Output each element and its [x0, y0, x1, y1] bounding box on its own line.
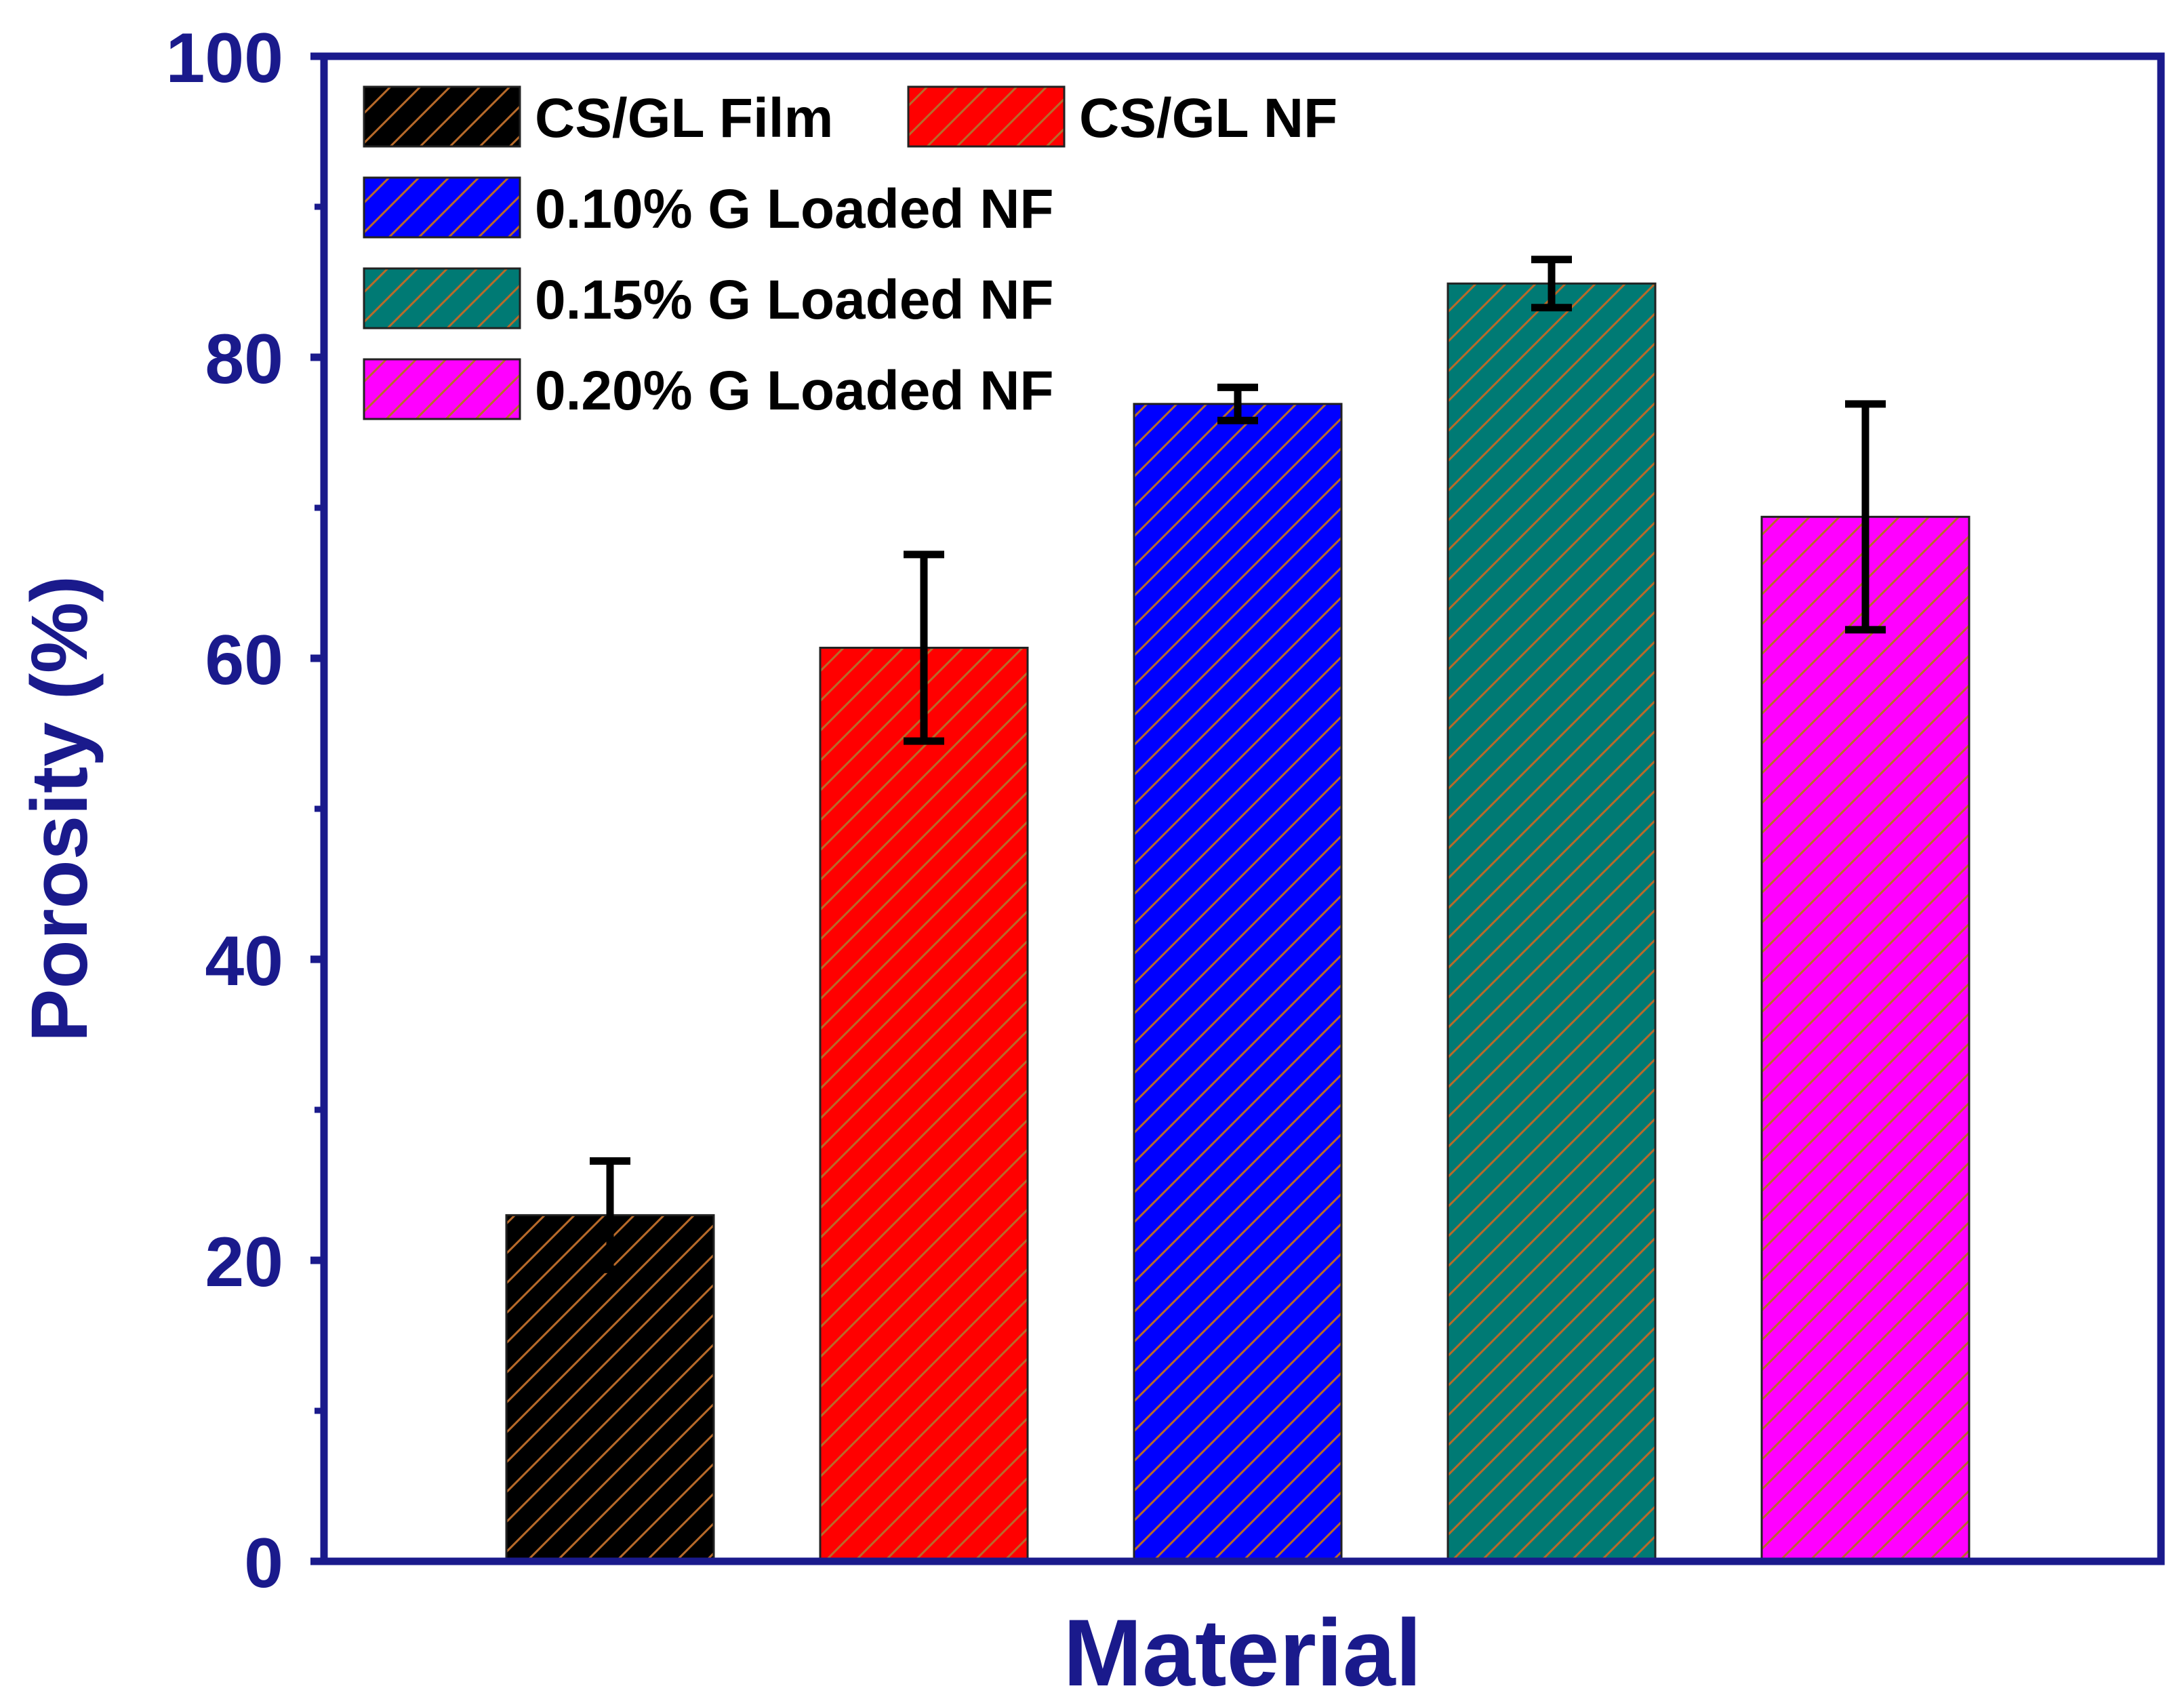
legend-swatch: [363, 267, 521, 329]
legend-label: 0.20% G Loaded NF: [535, 360, 1054, 422]
bars-layer: [505, 282, 1970, 1563]
error-bar-3: [1217, 383, 1258, 424]
bar-4: [1447, 282, 1657, 1563]
y-tick-label: 20: [205, 1223, 283, 1302]
legend-label: CS/GL Film: [535, 87, 833, 149]
legend-entry-4: 0.15% G Loaded NF: [363, 267, 1054, 331]
bar-2: [819, 646, 1029, 1563]
bar-5: [1760, 515, 1970, 1563]
y-axis-label: Porosity (%): [15, 576, 104, 1042]
error-bar-1: [590, 1157, 630, 1273]
y-tick-label: 0: [244, 1524, 283, 1603]
legend-label: CS/GL NF: [1079, 87, 1337, 149]
y-tick-label: 60: [205, 621, 283, 700]
legend-entry-1: CS/GL Film: [363, 85, 833, 149]
error-bar-5: [1845, 400, 1886, 634]
legend-swatch: [907, 85, 1066, 148]
legend-label: 0.10% G Loaded NF: [535, 178, 1054, 240]
error-bar-4: [1531, 256, 1572, 312]
legend-swatch: [363, 176, 521, 239]
legend-swatch: [363, 85, 521, 148]
y-tick-label: 40: [205, 922, 283, 1001]
legend-entry-3: 0.10% G Loaded NF: [363, 176, 1054, 240]
legend-label: 0.15% G Loaded NF: [535, 269, 1054, 331]
legend: CS/GL Film CS/GL NF 0.10% G Loaded NF 0.15%…: [363, 85, 1337, 422]
legend-entry-5: 0.20% G Loaded NF: [363, 358, 1054, 422]
y-axis-ticks: 0 20 40 60 80 100: [165, 19, 324, 1603]
legend-entry-2: CS/GL NF: [907, 85, 1337, 149]
y-tick-label: 80: [205, 320, 283, 399]
x-axis-label: Material: [1063, 1599, 1421, 1698]
error-bar-2: [904, 551, 944, 745]
error-bars-layer: [590, 256, 1886, 1273]
legend-swatch: [363, 358, 521, 420]
y-tick-label: 100: [165, 19, 283, 98]
bar-3: [1133, 403, 1343, 1563]
